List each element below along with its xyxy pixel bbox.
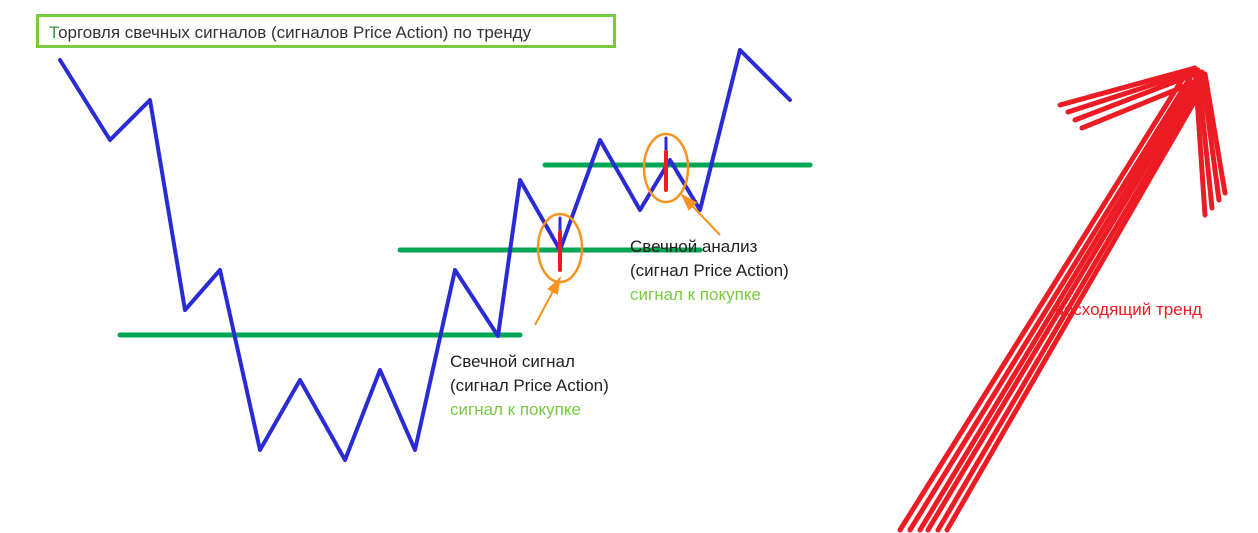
trend-label: восходящий тренд <box>1055 300 1202 320</box>
signal-1-line1: Свечной сигнал <box>450 350 609 374</box>
diagram-canvas: Торговля свечных сигналов (сигналов Pric… <box>0 0 1258 533</box>
trend-label-text: восходящий тренд <box>1055 300 1202 319</box>
signal-2-line1: Свечной анализ <box>630 235 789 259</box>
callout-arrow <box>535 278 560 325</box>
signal-1-line2: (сигнал Price Action) <box>450 374 609 398</box>
signal-2-buy: сигнал к покупке <box>630 283 789 307</box>
signal-1-buy: сигнал к покупке <box>450 398 609 422</box>
signal-2-label: Свечной анализ (сигнал Price Action) сиг… <box>630 235 789 307</box>
diagram-svg <box>0 0 1258 533</box>
trend-arrow-group <box>900 68 1225 530</box>
signal-2-line2: (сигнал Price Action) <box>630 259 789 283</box>
signal-1-label: Свечной сигнал (сигнал Price Action) сиг… <box>450 350 609 422</box>
